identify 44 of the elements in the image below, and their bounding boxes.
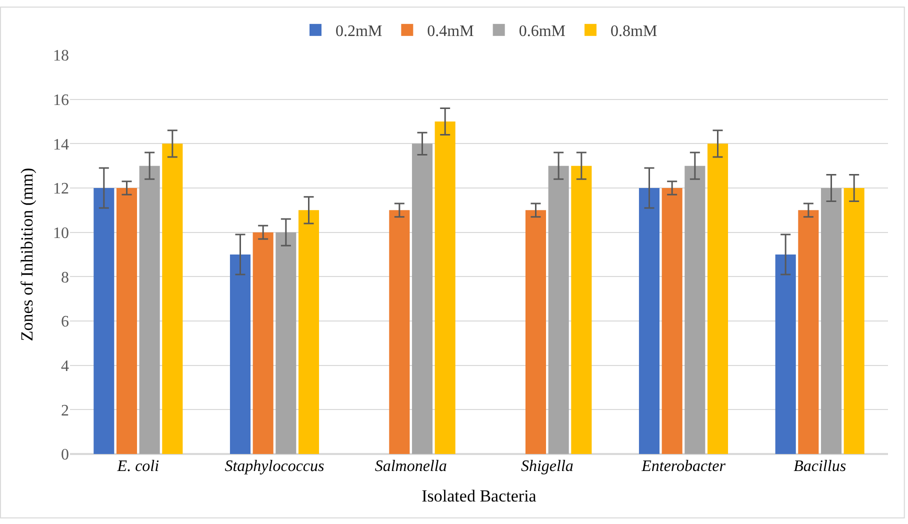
y-tick-label: 4 <box>61 358 69 375</box>
y-tick-label: 8 <box>61 269 69 286</box>
y-tick-label: 18 <box>53 48 69 65</box>
y-tick-label: 16 <box>53 92 69 109</box>
bar <box>775 254 796 454</box>
bar <box>252 232 274 454</box>
bar <box>298 210 320 454</box>
bar <box>662 188 682 454</box>
bar <box>820 188 842 454</box>
x-tick-label: Bacillus <box>794 458 846 475</box>
bar <box>276 232 296 454</box>
y-tick-label: 2 <box>61 402 69 420</box>
bar <box>844 188 864 454</box>
y-tick-label: 0 <box>61 446 69 464</box>
bar <box>230 254 251 454</box>
x-tick-label: Staphylococcus <box>224 458 324 475</box>
x-tick-label: Shigella <box>520 458 574 475</box>
x-axis-title: Isolated Bacteria <box>422 486 537 506</box>
legend-label: 0.4mM <box>427 23 474 40</box>
bar <box>638 188 660 454</box>
bar <box>548 166 569 454</box>
y-axis-title: Zones of Inhibition (mm) <box>18 168 37 342</box>
bar <box>162 144 183 454</box>
x-tick-label: Salmonella <box>374 458 447 475</box>
legend-label: 0.2mM <box>336 23 382 40</box>
y-tick-label: 14 <box>53 136 69 154</box>
legend-label: 0.8mM <box>610 23 658 40</box>
y-tick-label: 6 <box>61 314 69 331</box>
bar <box>94 188 114 454</box>
y-tick-label: 12 <box>53 180 69 198</box>
bar <box>389 210 410 454</box>
legend-label: 0.6mM <box>518 23 566 40</box>
bar <box>412 144 433 454</box>
bar <box>434 122 456 454</box>
bar <box>684 166 706 454</box>
bar <box>139 166 160 454</box>
bar <box>707 144 728 454</box>
bar <box>116 188 138 454</box>
bar <box>798 210 819 454</box>
x-tick-label: Enterobacter <box>640 458 726 475</box>
x-tick-label: E. coli <box>116 458 160 475</box>
bar <box>525 210 546 454</box>
bar <box>571 166 592 454</box>
y-tick-label: 10 <box>53 224 69 242</box>
